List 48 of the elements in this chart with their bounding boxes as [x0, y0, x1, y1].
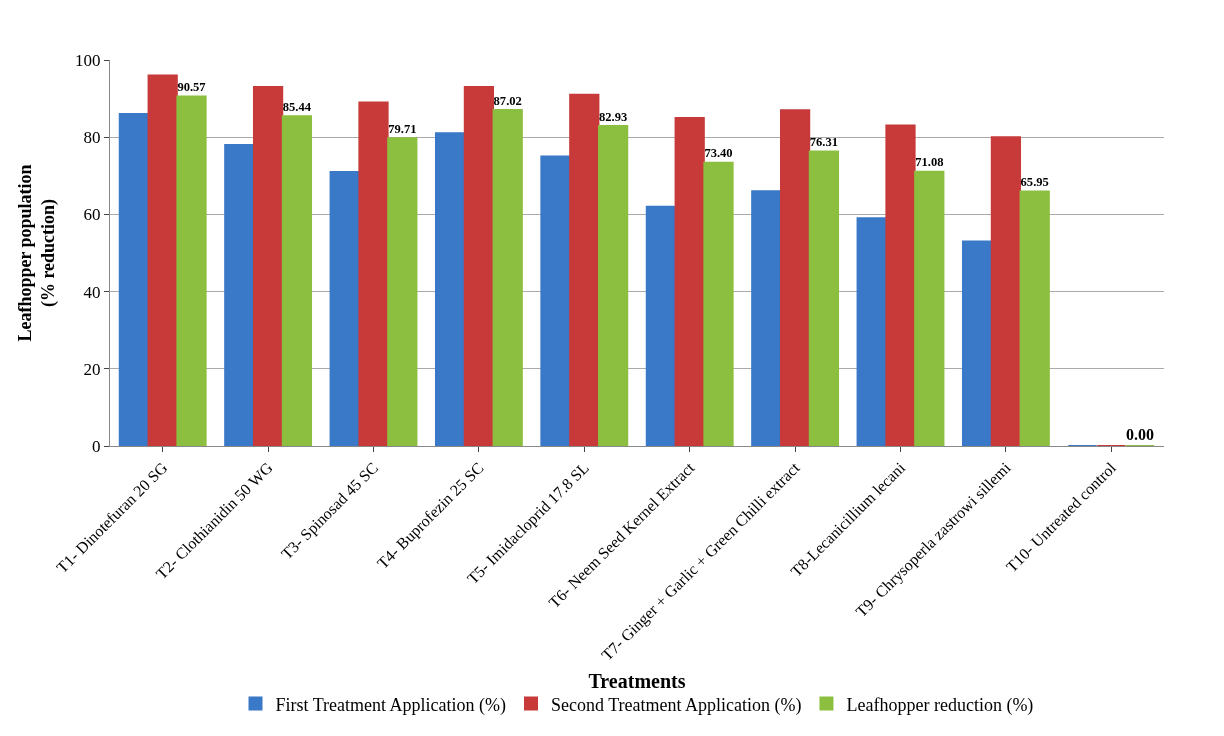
bar	[252, 86, 284, 446]
data-label: 73.40	[704, 146, 733, 161]
x-axis-title: Treatments	[588, 669, 686, 692]
bar	[281, 115, 313, 446]
y-tick-label: 40	[83, 282, 101, 302]
data-label: 85.44	[282, 99, 312, 114]
bar	[914, 170, 945, 446]
bar	[961, 240, 993, 446]
bar	[569, 93, 600, 446]
data-label: 71.08	[915, 155, 944, 170]
bar	[224, 143, 255, 446]
bar	[703, 161, 734, 446]
bar	[387, 137, 418, 446]
legend-label: Leafhopper reduction (%)	[846, 694, 1034, 716]
bar	[885, 124, 916, 446]
data-label: 65.95	[1020, 175, 1049, 190]
y-tick-label: 80	[83, 128, 101, 148]
bar	[808, 150, 840, 446]
data-label: 90.57	[177, 80, 206, 95]
bar	[751, 190, 782, 446]
bar	[434, 132, 466, 446]
bar	[779, 109, 811, 446]
bar	[118, 113, 150, 446]
legend-label: Second Treatment Application (%)	[550, 694, 802, 716]
y-tick-label: 20	[83, 359, 101, 379]
bar	[990, 136, 1022, 446]
bar	[674, 116, 705, 446]
data-label: 76.31	[809, 135, 839, 150]
bar	[463, 86, 495, 446]
bar	[597, 124, 629, 446]
data-label: 82.93	[598, 109, 628, 124]
y-axis-title: Leafhopper population (% reduction)	[14, 164, 60, 342]
bar	[856, 217, 887, 446]
bar	[176, 95, 207, 446]
bar	[540, 155, 571, 446]
y-tick-label: 100	[75, 50, 101, 70]
bar	[645, 205, 677, 446]
y-tick-label: 0	[92, 436, 101, 456]
legend-label: First Treatment Application (%)	[275, 694, 506, 716]
bar	[358, 101, 389, 446]
data-label: 87.02	[493, 93, 522, 108]
y-tick-label: 60	[83, 205, 101, 225]
bar	[1019, 190, 1050, 446]
bar	[492, 109, 523, 446]
data-label: 0.00	[1126, 426, 1155, 443]
data-label: 79.71	[388, 121, 417, 136]
bar	[147, 74, 178, 446]
bar	[329, 170, 360, 446]
